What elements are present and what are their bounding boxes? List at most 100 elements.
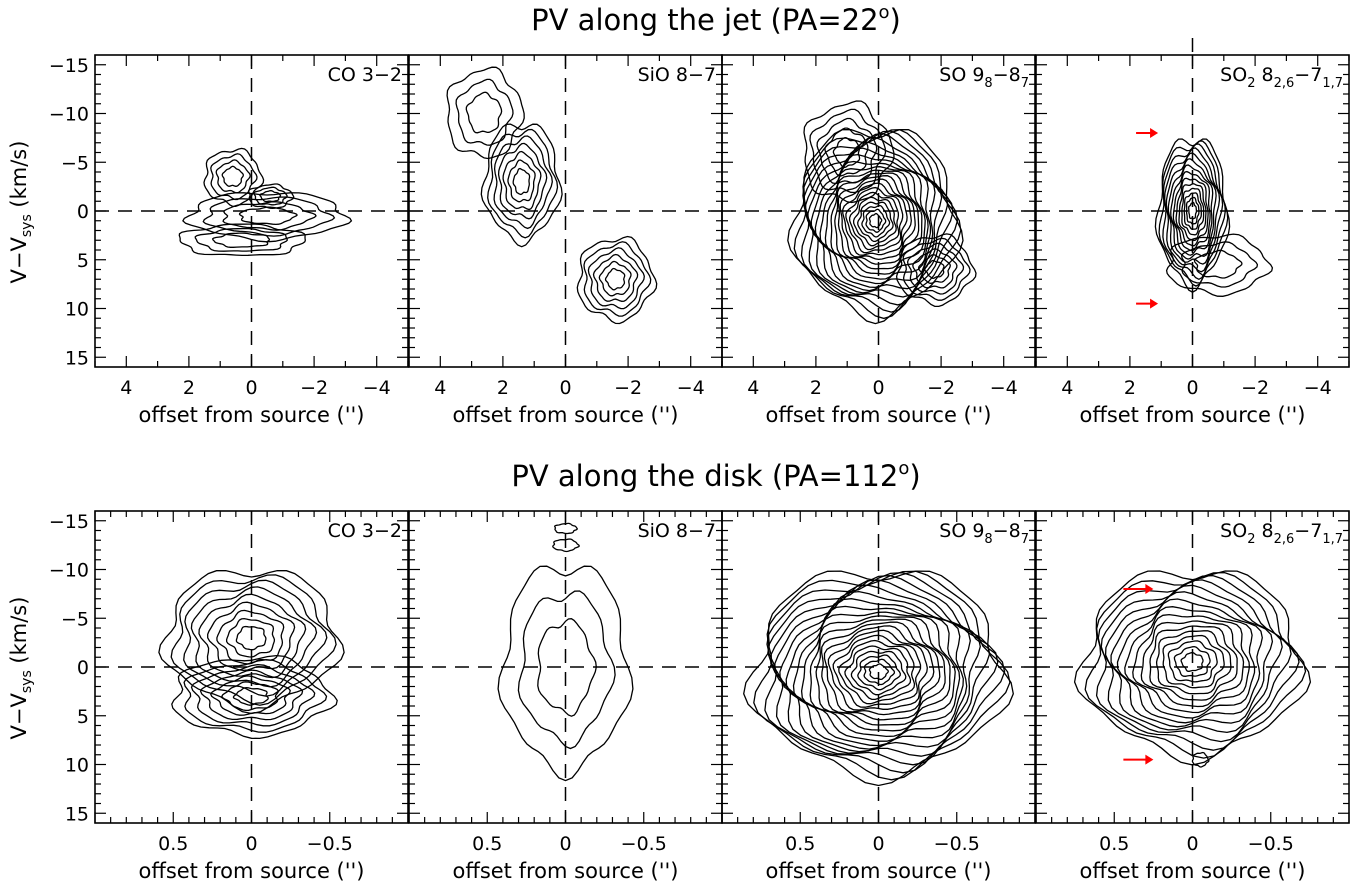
jet-so2-red-arrowhead [1150, 128, 1159, 138]
jet-so2-contour [1170, 164, 1214, 256]
jet-co-contours [178, 147, 353, 257]
jet-sio-xtick-label: −2 [614, 377, 642, 399]
jet-sio-xtick-label: 0 [559, 377, 571, 399]
disk-so-panel-label: SO 98−87 [939, 520, 1029, 547]
jet-sio-contour [507, 159, 536, 203]
disk-co-ytick-label: −15 [49, 511, 89, 533]
disk-co-contour [198, 593, 307, 679]
jet-sio-contour [455, 78, 514, 146]
disk-sio-contour [537, 618, 597, 717]
disk-sio-xlabel: offset from source ('') [453, 859, 679, 883]
disk-so-contour [827, 629, 928, 711]
disk-sio-panel-label: SiO 8−7 [638, 520, 716, 542]
disk-co-ytick-label: −10 [49, 560, 89, 582]
jet-so-contour [830, 169, 923, 275]
jet-co-panel-label: CO 3−2 [328, 64, 402, 86]
jet-so-contour [912, 248, 958, 289]
jet-sio-contour [604, 267, 626, 291]
jet-so-contour [902, 237, 971, 301]
jet-panel-sio: 4 2 0 −2 −4 offset from source ('') SiO 8−7 [408, 54, 723, 427]
jet-so-contour [837, 175, 916, 265]
jet-so-contour [834, 172, 920, 270]
disk-so2-contour [1104, 584, 1283, 734]
disk-co-panel-label: CO 3−2 [328, 520, 402, 542]
jet-sio-xtick-label: 2 [497, 377, 509, 399]
jet-so-contour [906, 242, 965, 295]
disk-sio-xtick-label: 0.5 [472, 833, 502, 855]
jet-sio-contour [502, 150, 542, 211]
jet-co-contour [178, 223, 306, 257]
jet-so-contour [865, 208, 887, 233]
disk-co-ytick-label: −5 [61, 608, 89, 630]
disk-so-contour [820, 621, 941, 721]
disk-co-contour [190, 663, 316, 727]
jet-co-contour [222, 201, 317, 231]
disk-so2-xtick-label: 0.5 [1099, 833, 1129, 855]
disk-so2-panel-label: SO2 82,6−71,7 [1220, 520, 1343, 547]
disk-co-contour [171, 654, 338, 740]
disk-co-contour [232, 686, 269, 706]
disk-so2-contour [1084, 571, 1307, 759]
disk-so2-contour [1173, 645, 1211, 677]
jet-so-contour [816, 117, 878, 185]
jet-co-contour [259, 190, 282, 203]
jet-sio-contour [493, 135, 553, 230]
jet-sio-xtick-label: 4 [434, 377, 446, 399]
jet-so-xtick-label: 4 [747, 377, 759, 399]
disk-panel-sio: 0.5 0 −0.5 offset from source ('') SiO 8−7 [408, 510, 723, 883]
jet-panel-so: 4 2 0 −2 −4 offset from source ('') SO 98−87 [721, 54, 1036, 427]
jet-so-contour [809, 108, 887, 194]
disk-so2-contours [1073, 570, 1312, 768]
jet-sio-xtick-label: −4 [677, 377, 705, 399]
jet-panel-so2: 4 2 0 −2 −4 offset from source ('') SO2 82,6−7… [1035, 54, 1350, 427]
jet-so2-contour [1165, 233, 1274, 297]
disk-so-xlabel: offset from source ('') [766, 859, 992, 883]
disk-so2-contour [1140, 620, 1245, 708]
disk-so2-contour [1149, 625, 1238, 701]
jet-so2-contour [1165, 152, 1221, 265]
disk-so-contour [792, 605, 961, 742]
disk-so2-red-arrowhead [1145, 754, 1154, 765]
jet-co-xtick-label: 4 [120, 377, 132, 399]
jet-so2-xtick-label: 0 [1186, 377, 1198, 399]
jet-so2-contours [1154, 138, 1274, 297]
jet-co-ytick-label: 0 [77, 201, 89, 223]
disk-co-contour [225, 617, 276, 658]
jet-co-contour [182, 192, 353, 243]
jet-so-contour [917, 254, 951, 284]
disk-so-contour [779, 590, 971, 750]
jet-so-xtick-label: −4 [990, 377, 1018, 399]
disk-so-contour [832, 634, 922, 708]
jet-so-contour [924, 259, 945, 279]
jet-co-contour [238, 206, 298, 226]
jet-so-contour [819, 160, 929, 285]
disk-so2-contour [1155, 630, 1232, 695]
jet-co-contour [215, 159, 251, 194]
disk-panel-so2: 0.5 0 −0.5 offset from source ('') SO2 82,6−… [1035, 510, 1350, 883]
disk-ylabel: V−Vsys (km/s) [7, 597, 35, 740]
disk-so2-contour [1110, 591, 1274, 728]
disk-panel-co: −15 −10 −5 0 5 10 15 0.5 0 −0.5 offset from source… [49, 510, 409, 883]
jet-so2-contour [1167, 158, 1217, 260]
jet-co-xlabel: offset from source ('') [139, 403, 365, 427]
jet-co-xtick-label: 2 [183, 377, 195, 399]
disk-so-contour [767, 574, 999, 766]
jet-co-contour [212, 232, 271, 248]
disk-so2-contour [1095, 574, 1300, 751]
jet-so-contour [895, 233, 977, 308]
jet-so-contour [803, 100, 895, 204]
disk-sio-contour [517, 590, 616, 750]
jet-sio-panel-label: SiO 8−7 [638, 64, 716, 86]
jet-co-contour [194, 227, 288, 252]
disk-so2-contour [1116, 598, 1263, 724]
disk-so-contour [743, 570, 1014, 787]
jet-co-contour [210, 153, 258, 201]
jet-so-contour [832, 137, 861, 169]
disk-co-contour [190, 586, 318, 688]
jet-so2-xtick-label: −4 [1304, 377, 1332, 399]
jet-sio-contour [480, 123, 563, 248]
jet-sio-contours [446, 66, 658, 325]
disk-so2-contour [1180, 651, 1204, 672]
disk-row-title: PV along the disk (PA=112o) [511, 458, 920, 493]
